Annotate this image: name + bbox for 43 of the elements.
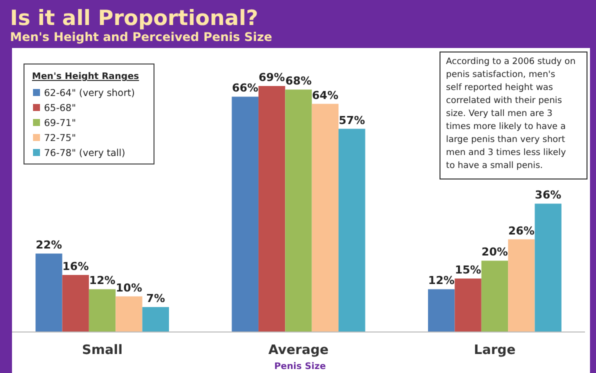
data-label: 10% (116, 281, 142, 294)
data-label: 69% (258, 71, 285, 84)
x-tick-label: Average (268, 343, 329, 358)
legend-label: 65-68" (44, 103, 76, 114)
bar (481, 260, 508, 332)
bar (454, 278, 482, 332)
legend-label: 76-78" (very tall) (44, 148, 126, 159)
data-label: 26% (508, 224, 535, 238)
bar (62, 274, 89, 332)
data-label: 12% (428, 274, 455, 288)
data-label: 36% (534, 188, 562, 202)
data-label: 20% (482, 246, 508, 259)
legend-label: 69-71" (44, 118, 76, 129)
x-tick-label: Large (474, 343, 516, 358)
bar (534, 204, 562, 332)
bar (36, 254, 62, 332)
bar (508, 239, 535, 332)
bar (285, 90, 312, 332)
bar (232, 96, 258, 332)
data-label: 68% (285, 74, 312, 88)
text: According to a 2006 study on penis satisfaction, men's self reported height was correlated with their penis size. Very tall men are 3 times more likely to have a large penis than very short men and 3 times less likely to have a small penis. (446, 57, 576, 171)
data-label: 15% (454, 264, 482, 277)
chart-title: Is it all Proportional? (10, 6, 258, 30)
data-label: 7% (146, 292, 165, 306)
data-label: 66% (232, 82, 258, 95)
bar (142, 307, 169, 332)
legend-label: 62-64" (very short) (44, 88, 135, 99)
bar (312, 104, 339, 332)
legend-label: 72-75" (44, 133, 76, 144)
x-tick-label: Small (82, 343, 123, 358)
bar (428, 289, 455, 332)
data-label: 12% (89, 274, 116, 288)
data-label: 57% (338, 114, 366, 127)
data-label: 22% (36, 238, 62, 252)
chart-subtitle: Men's Height and Perceived Penis Size (10, 30, 272, 44)
data-label: 64% (312, 88, 338, 102)
data-label: 16% (62, 260, 89, 273)
bar (116, 296, 142, 332)
bar (338, 128, 366, 332)
x-axis-title: Penis Size (274, 362, 326, 372)
legend-title: Men's Height Ranges (32, 72, 140, 82)
bar (258, 86, 286, 332)
bar (88, 289, 116, 332)
